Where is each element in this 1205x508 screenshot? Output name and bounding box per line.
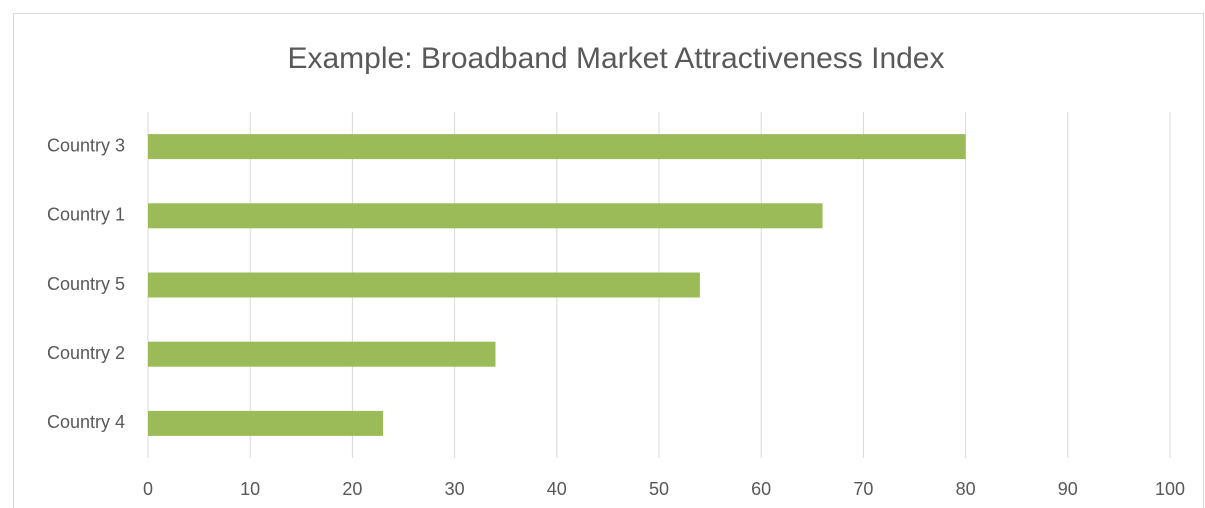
x-tick-label: 100 xyxy=(1155,479,1185,499)
x-tick-label: 80 xyxy=(956,479,976,499)
bar xyxy=(148,134,966,160)
bar xyxy=(148,203,823,229)
y-tick-label: Country 3 xyxy=(47,135,125,155)
x-tick-label: 20 xyxy=(342,479,362,499)
y-tick-label: Country 4 xyxy=(47,412,125,432)
chart-title: Example: Broadband Market Attractiveness… xyxy=(287,42,944,75)
x-tick-label: 40 xyxy=(547,479,567,499)
bar xyxy=(148,272,700,298)
x-tick-label: 60 xyxy=(751,479,771,499)
bar xyxy=(148,341,496,367)
y-tick-label: Country 2 xyxy=(47,343,125,363)
y-tick-label: Country 5 xyxy=(47,274,125,294)
x-tick-label: 10 xyxy=(240,479,260,499)
x-tick-label: 30 xyxy=(445,479,465,499)
x-tick-label: 50 xyxy=(649,479,669,499)
bar xyxy=(148,410,384,436)
x-tick-label: 0 xyxy=(143,479,153,499)
y-tick-label: Country 1 xyxy=(47,205,125,225)
x-tick-label: 70 xyxy=(853,479,873,499)
x-tick-label: 90 xyxy=(1058,479,1078,499)
